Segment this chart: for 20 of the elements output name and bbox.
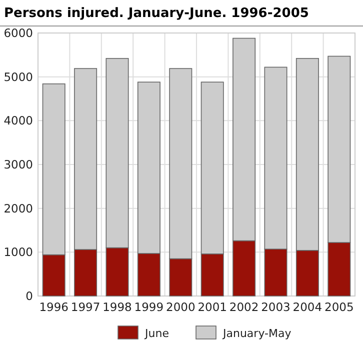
x-tick-label: 1996 [39, 300, 68, 314]
x-tick-label: 2003 [261, 300, 290, 314]
x-tick-label: 2000 [166, 300, 196, 314]
x-tick-label: 2001 [198, 300, 227, 314]
x-tick-label: 1997 [70, 300, 100, 314]
x-tick-label: 1999 [134, 300, 164, 314]
y-tick-label: 2000 [4, 201, 33, 216]
x-tick-label: 2004 [292, 300, 322, 314]
legend-label: January-May [222, 327, 292, 340]
x-tick-label: 2002 [229, 300, 259, 314]
y-tick-label: 1000 [4, 245, 33, 260]
chart-title: Persons injured. January-June. 1996-2005 [4, 6, 309, 21]
y-tick-label: 0 [26, 289, 33, 304]
y-tick-label: 3000 [4, 158, 33, 172]
y-tick-label: 6000 [4, 26, 33, 40]
y-tick-label: 4000 [4, 114, 33, 128]
x-tick-label: 1998 [102, 300, 132, 314]
x-tick-label: 2005 [324, 300, 354, 314]
y-tick-label: 5000 [4, 70, 33, 84]
legend-label: June [144, 327, 170, 340]
